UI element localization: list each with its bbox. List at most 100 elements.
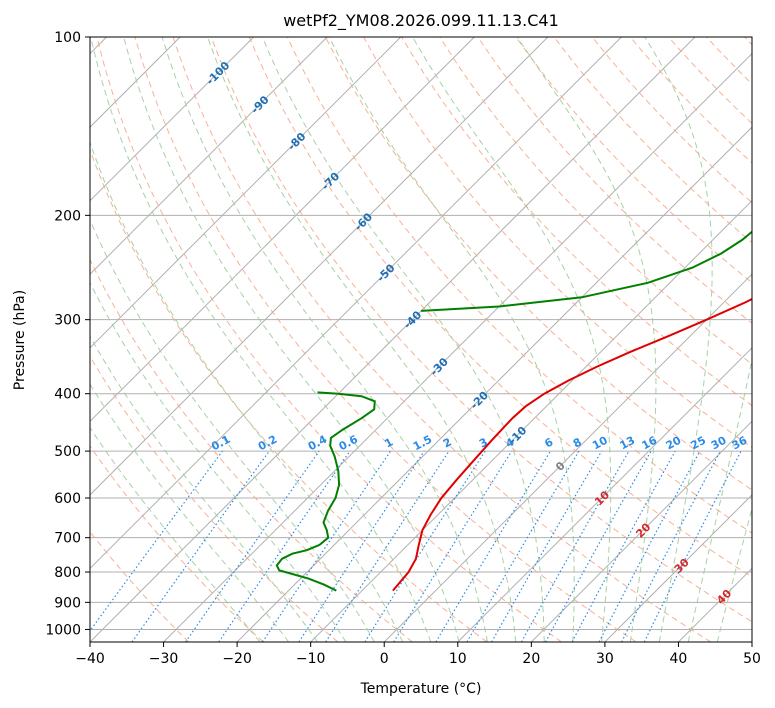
isotherm-line: [604, 494, 752, 642]
moist-adiabat-line: [161, 37, 488, 642]
isotherm-line: [90, 37, 696, 642]
mixing-ratio-line: [435, 450, 552, 642]
mixing-ratio-label: 0.1: [209, 433, 232, 454]
mixing-ratio-line: [185, 450, 320, 642]
y-tick-label: 300: [54, 313, 81, 329]
dry-adiabat-line: [248, 37, 752, 578]
chart-title: wetPf2_YM08.2026.099.11.13.C41: [283, 11, 559, 31]
mixing-ratio-line: [520, 450, 630, 642]
x-tick-label: 10: [449, 651, 467, 667]
mixing-ratio-label: 10: [590, 434, 610, 453]
y-tick-label: 1000: [45, 622, 81, 638]
isotherm-label: -50: [374, 261, 397, 284]
mixing-ratio-label: 0.4: [306, 433, 330, 454]
moist-adiabat-line: [90, 281, 347, 642]
mixing-ratio-label: 25: [688, 434, 708, 453]
x-tick-label: −10: [296, 651, 326, 667]
dry-adiabat-line: [477, 37, 752, 324]
mixing-ratio-line: [131, 450, 270, 642]
mixing-ratio-line: [261, 450, 391, 642]
moist-adiabat-line: [412, 37, 612, 642]
moist-adiabat-line: [516, 37, 657, 642]
dry-adiabat-line: [134, 37, 637, 642]
isotherm-line: [751, 641, 752, 642]
mixing-ratio-label: 30: [709, 434, 729, 453]
y-tick-label: 900: [54, 595, 81, 611]
moist-adiabat-line: [90, 218, 375, 642]
y-tick-label: 800: [54, 565, 81, 581]
mixing-ratio-label: 13: [618, 434, 638, 453]
y-axis: 1000 900 800 700 600 500 400 300 200 100: [45, 30, 90, 638]
y-axis-label: Pressure (hPa): [12, 290, 28, 390]
dry-adiabat-line: [668, 37, 752, 125]
moist-adiabat-line: [687, 357, 752, 642]
isotherm-line: [90, 37, 549, 496]
x-tick-label: −40: [75, 651, 105, 667]
mixing-ratio-line: [571, 450, 676, 642]
moist-adiabat-line: [207, 37, 517, 642]
isotherm-line: [236, 126, 752, 642]
x-axis: −40 −30 −20 −10 0 10 20 30 40 50: [75, 642, 761, 667]
y-tick-label: 600: [54, 491, 81, 507]
dry-adiabat-line: [90, 258, 413, 642]
mixing-ratio-line: [325, 450, 450, 642]
isotherm-line: [90, 37, 402, 349]
x-tick-label: 40: [670, 651, 688, 667]
isotherm-label: 40: [714, 587, 734, 607]
dry-adiabat-line: [210, 37, 752, 623]
mixing-ratio-line: [643, 450, 742, 642]
mixing-ratio-line: [393, 450, 513, 642]
moist-adiabat-line: [644, 37, 713, 642]
mixing-ratio-label: 0.6: [337, 433, 361, 454]
y-tick-label: 700: [54, 531, 81, 547]
dry-adiabat-line: [172, 37, 712, 642]
mixing-ratio-label: 1: [382, 435, 395, 450]
mixing-ratio-label: 8: [571, 435, 584, 450]
x-tick-label: −30: [149, 651, 179, 667]
isotherm-label: -60: [352, 210, 375, 233]
moist-adiabat-line: [90, 335, 318, 642]
mixing-ratio-label: 20: [664, 434, 684, 453]
y-tick-label: 200: [54, 208, 81, 224]
moist-adiabat-line: [123, 37, 460, 642]
y-tick-label: 100: [54, 30, 81, 46]
isotherm-line: [383, 273, 752, 642]
dry-adiabat-line: [553, 37, 752, 244]
dry-adiabat-line: [286, 37, 752, 534]
isotherm-label: -30: [428, 355, 451, 378]
isotherm-line: [678, 567, 752, 642]
isotherm-line: [90, 37, 622, 570]
mixing-ratio-line: [218, 450, 351, 642]
isotherm-line: [530, 420, 752, 642]
mixing-ratio-line: [90, 450, 223, 632]
dry-adiabat-line: [90, 445, 264, 642]
dry-adiabat-line: [515, 37, 752, 284]
y-tick-label: 500: [54, 444, 81, 460]
moist-adiabat-line: [90, 37, 432, 642]
dry-adiabat-line: [90, 355, 339, 642]
x-tick-label: 20: [522, 651, 540, 667]
moist-adiabat-line: [261, 37, 545, 642]
x-tick-label: 0: [380, 651, 389, 667]
mixing-ratio-line: [298, 450, 425, 642]
isotherm-line: [457, 347, 752, 642]
x-tick-label: −20: [222, 651, 252, 667]
isotherm-line: [163, 52, 752, 642]
isotherm-line: [90, 37, 475, 423]
moist-adiabat-line: [328, 37, 575, 642]
dry-adiabat-line: [744, 37, 752, 46]
plot-frame: [89, 36, 753, 643]
mixing-ratio-label: 16: [640, 434, 660, 453]
dewpoint-profile-line: [275, 391, 376, 592]
dewpoint-upper-profile-line: [421, 230, 752, 312]
x-axis-label: Temperature (°C): [360, 681, 482, 697]
plot-area: 0.1 0.2 0.4 0.6 1 1.5 2 3 4 6 8 10 13 16 20 25 30 36-100-…: [90, 37, 752, 642]
mixing-ratio-line: [545, 450, 652, 642]
dry-adiabat-line: [90, 148, 488, 642]
x-tick-label: 30: [596, 651, 614, 667]
dry-adiabat-line: [439, 37, 752, 365]
moist-adiabat-line: [90, 426, 261, 642]
mixing-ratio-line: [364, 450, 486, 642]
